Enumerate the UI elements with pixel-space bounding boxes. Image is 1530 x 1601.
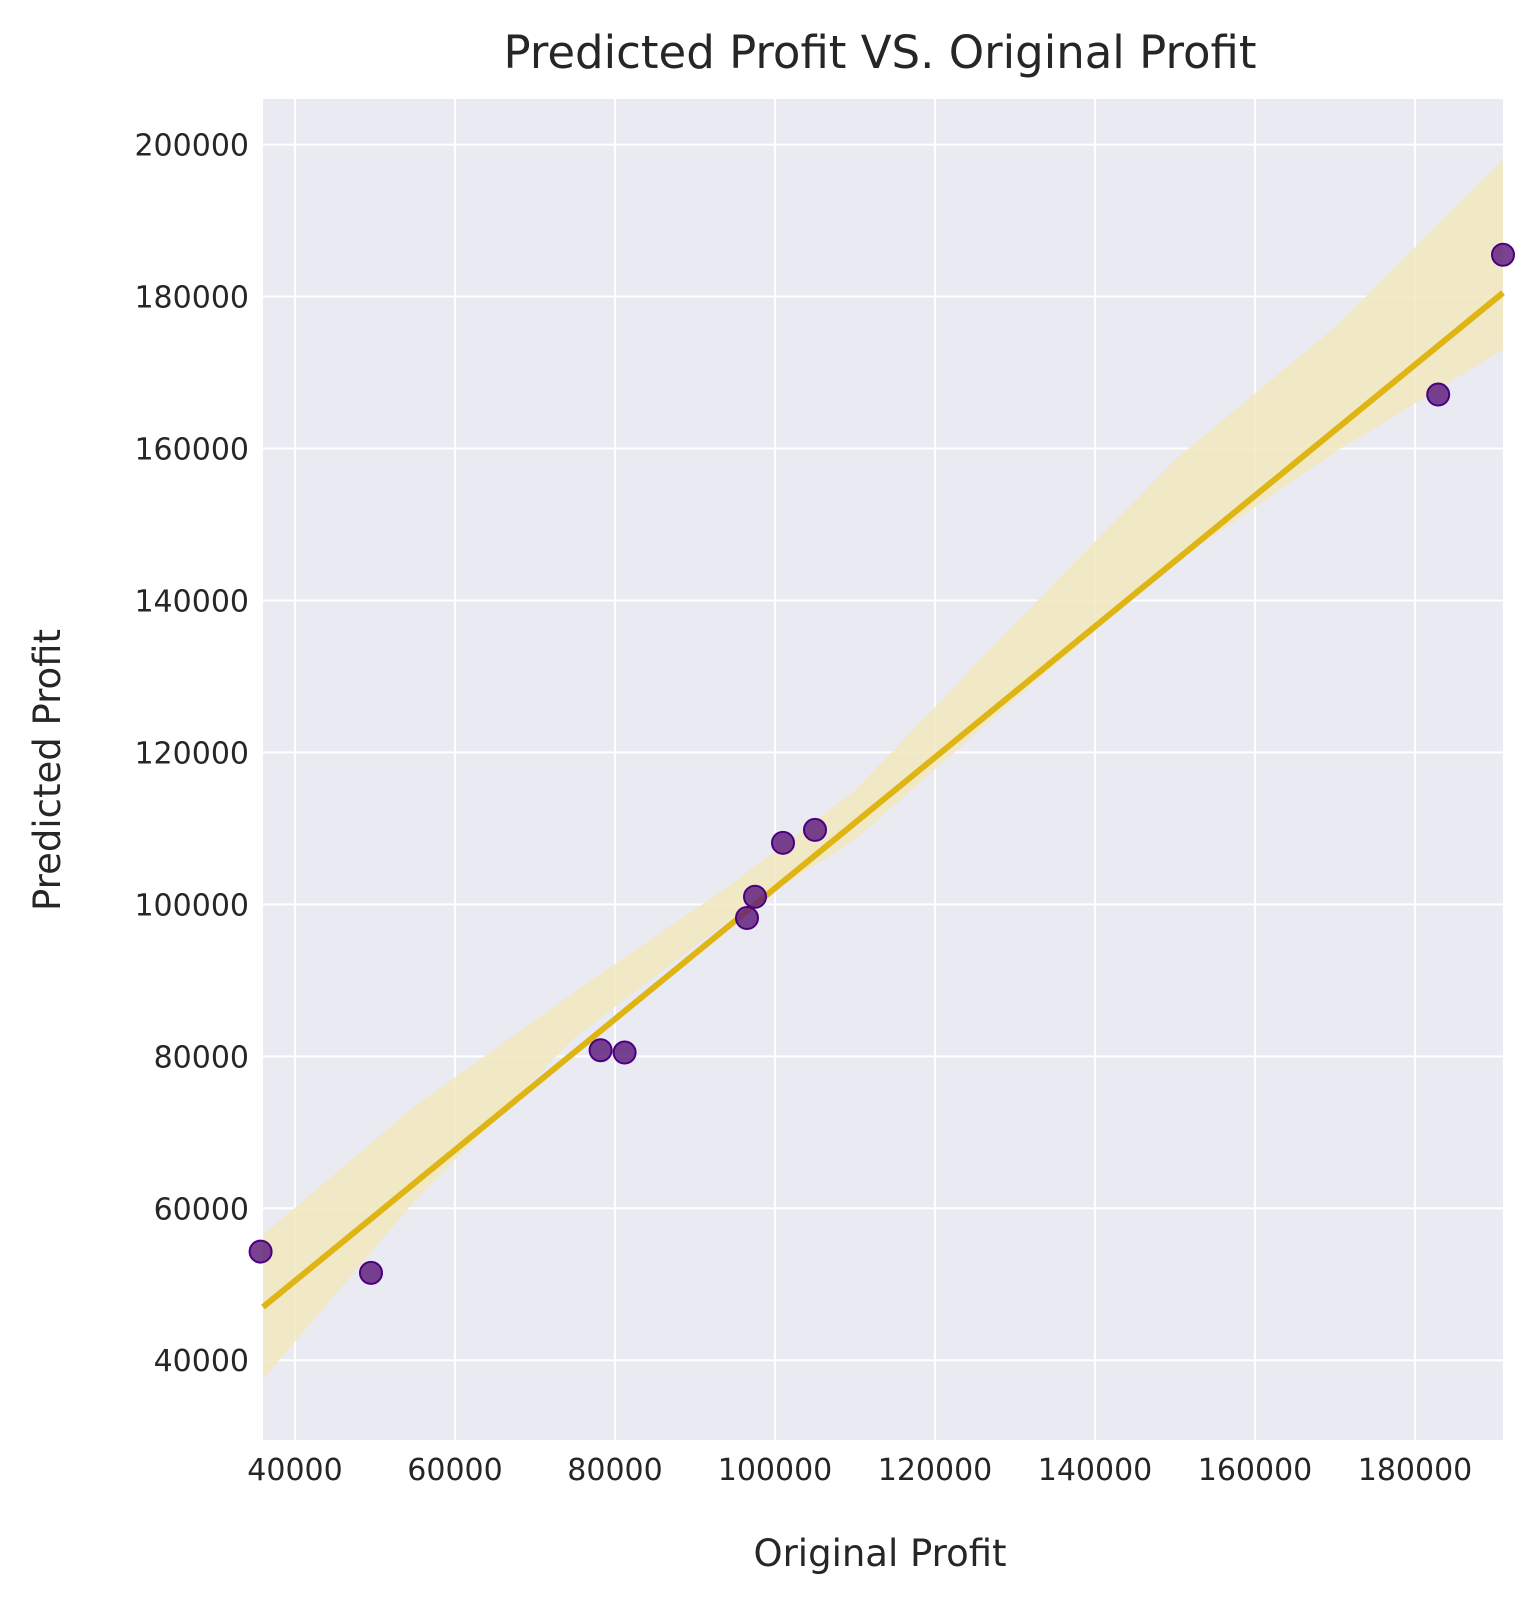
x-tick-label: 60000 <box>407 1453 502 1488</box>
y-tick-label: 140000 <box>134 584 249 619</box>
data-point <box>359 1260 383 1285</box>
x-tick-label: 160000 <box>1198 1453 1313 1488</box>
data-point <box>248 1239 273 1264</box>
data-point <box>1426 382 1451 407</box>
x-axis-label: Original Profit <box>753 1532 1006 1575</box>
confidence-band-layer <box>263 159 1503 1380</box>
x-tick-label: 120000 <box>878 1453 993 1488</box>
data-point <box>612 1040 637 1065</box>
y-tick-label: 180000 <box>134 281 249 316</box>
y-tick-label: 160000 <box>134 432 249 467</box>
y-tick-label: 100000 <box>134 888 249 923</box>
data-point <box>1491 242 1515 267</box>
points-layer <box>248 242 1515 1285</box>
y-tick-label: 40000 <box>154 1344 249 1379</box>
chart-title: Predicted Profit VS. Original Profit <box>504 26 1257 79</box>
confidence-band <box>263 159 1503 1380</box>
x-tick-label: 140000 <box>1038 1453 1153 1488</box>
x-axis-ticks: 40000 60000 80000 100000 120000 140000 160000 1… <box>247 1453 1472 1488</box>
data-point <box>743 884 767 909</box>
y-tick-label: 120000 <box>134 736 249 771</box>
y-axis-ticks: 40000 60000 80000 100000 120000 140000 160000 1… <box>134 129 249 1380</box>
x-tick-label: 100000 <box>718 1453 833 1488</box>
data-point <box>735 906 759 931</box>
y-axis-label: Predicted Profit <box>26 629 69 911</box>
x-tick-label: 80000 <box>567 1453 662 1488</box>
x-tick-label: 180000 <box>1358 1453 1473 1488</box>
y-tick-label: 200000 <box>134 129 249 164</box>
y-tick-label: 80000 <box>154 1040 249 1075</box>
x-tick-label: 40000 <box>247 1453 342 1488</box>
data-point <box>588 1038 613 1063</box>
regression-line <box>261 290 1505 1310</box>
data-point <box>803 817 827 842</box>
regression-line-layer <box>261 290 1505 1310</box>
y-tick-label: 60000 <box>154 1192 249 1227</box>
data-point <box>771 830 795 855</box>
grid <box>263 99 1503 1440</box>
